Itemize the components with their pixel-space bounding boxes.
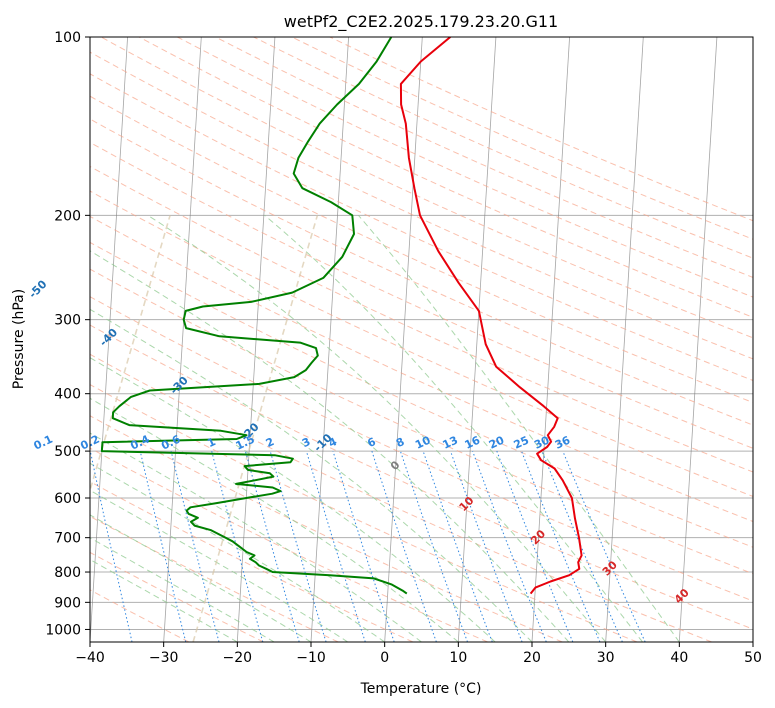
mixing-ratio-line — [422, 450, 493, 642]
dewpoint-profile-line — [100, 37, 408, 595]
moist-adiabat — [90, 308, 533, 642]
x-tick-label: 0 — [380, 650, 389, 666]
moist-adiabat — [90, 462, 385, 642]
y-tick-label: 100 — [54, 30, 81, 46]
mixing-ratio-label: 13 — [441, 434, 460, 452]
dry-adiabat — [90, 73, 753, 382]
dry-adiabat — [90, 51, 753, 360]
dry-adiabat — [90, 118, 753, 426]
moist-adiabat — [90, 489, 349, 642]
x-tick-label: 50 — [744, 650, 762, 666]
isotherm-line — [531, 37, 570, 642]
y-tick-label: 700 — [54, 531, 81, 547]
mixing-ratio-line — [269, 450, 327, 642]
mixing-ratio-label: 20 — [487, 433, 507, 451]
dry-adiabat — [90, 241, 753, 548]
dry-adiabat — [90, 95, 753, 404]
moist-adiabat — [90, 514, 312, 642]
dry-adiabat — [90, 165, 753, 473]
dry-adiabat — [90, 353, 712, 642]
y-tick-label: 1000 — [45, 622, 81, 638]
x-tick-label: −30 — [149, 650, 179, 666]
moist-adiabat — [264, 214, 643, 642]
x-axis: −40 −30 −20 −10 0 10 20 30 40 50 — [75, 642, 762, 666]
mixing-ratio-label: 25 — [512, 434, 531, 452]
dry-adiabat — [90, 141, 753, 449]
mixing-ratio-label: 0.1 — [32, 433, 55, 453]
x-tick-label: 30 — [597, 650, 615, 666]
dry-adiabat — [90, 384, 638, 642]
mixing-ratio-line — [90, 450, 133, 642]
hgz-line — [90, 215, 171, 494]
x-tick-label: −20 — [223, 650, 253, 666]
dry-adiabat — [90, 215, 753, 523]
mixing-ratio-line — [371, 450, 437, 642]
mixing-ratio-label: 30 — [532, 433, 552, 451]
x-tick-label: 20 — [523, 650, 541, 666]
mixing-ratio-line — [211, 450, 264, 642]
dry-adiabat — [90, 480, 414, 642]
x-tick-label: 10 — [449, 650, 467, 666]
mixing-ratio-label: 10 — [413, 433, 433, 451]
mixing-ratio-line — [170, 450, 220, 642]
dry-adiabat — [90, 268, 753, 575]
y-tick-label: 300 — [54, 313, 81, 329]
mixing-ratio-line — [541, 450, 623, 642]
y-tick-label: 800 — [54, 565, 81, 581]
y-axis-label: Pressure (hPa) — [11, 289, 27, 389]
mixing-ratio-line — [244, 450, 300, 642]
moist-adiabat — [90, 357, 496, 642]
isotherm-line — [752, 635, 753, 642]
mixing-ratio-line — [332, 450, 395, 642]
x-tick-label: −10 — [296, 650, 326, 666]
plot-frame — [89, 36, 754, 643]
moist-adiabat — [90, 250, 570, 642]
mixing-ratio-line — [139, 450, 187, 642]
dry-adiabat — [90, 296, 753, 602]
isotherm-line — [678, 37, 718, 642]
x-axis-label: Temperature (°C) — [360, 681, 482, 697]
mixing-ratio-line — [521, 450, 601, 642]
y-tick-label: 200 — [54, 208, 81, 224]
y-tick-label: 400 — [54, 387, 81, 403]
hgz-line — [192, 215, 319, 642]
mixing-ratio-line — [399, 450, 468, 642]
plot-background — [90, 37, 753, 642]
y-tick-label: 500 — [54, 444, 81, 460]
isotherm-line — [384, 37, 423, 642]
y-tick-label: 900 — [54, 595, 81, 611]
isotherm-line — [605, 37, 644, 642]
moist-adiabat — [358, 214, 680, 642]
y-tick-label: 600 — [54, 491, 81, 507]
dry-adiabat — [90, 190, 753, 498]
y-axis: 100 200 300 400 500 600 700 800 900 1000 — [45, 30, 90, 638]
mixing-ratio-line — [305, 450, 366, 642]
dry-adiabat — [329, 37, 753, 222]
x-tick-label: −40 — [75, 650, 105, 666]
isotherm-line — [163, 37, 202, 642]
isotherm-line — [457, 37, 497, 642]
moist-adiabat — [90, 537, 275, 642]
temperature-profile-line — [399, 37, 583, 595]
profile-lines — [100, 37, 583, 595]
moist-adiabat — [90, 432, 422, 642]
isotherm-label: -50 — [26, 277, 49, 300]
mixing-ratio-label: 16 — [463, 433, 483, 451]
chart-title: wetPf2_C2E2.2025.179.23.20.G11 — [284, 12, 558, 32]
dry-adiabat — [90, 324, 753, 630]
background-lines — [90, 37, 753, 642]
mixing-ratio-line — [562, 450, 646, 642]
mixing-ratio-label: 36 — [553, 433, 573, 451]
x-tick-label: 40 — [670, 650, 688, 666]
